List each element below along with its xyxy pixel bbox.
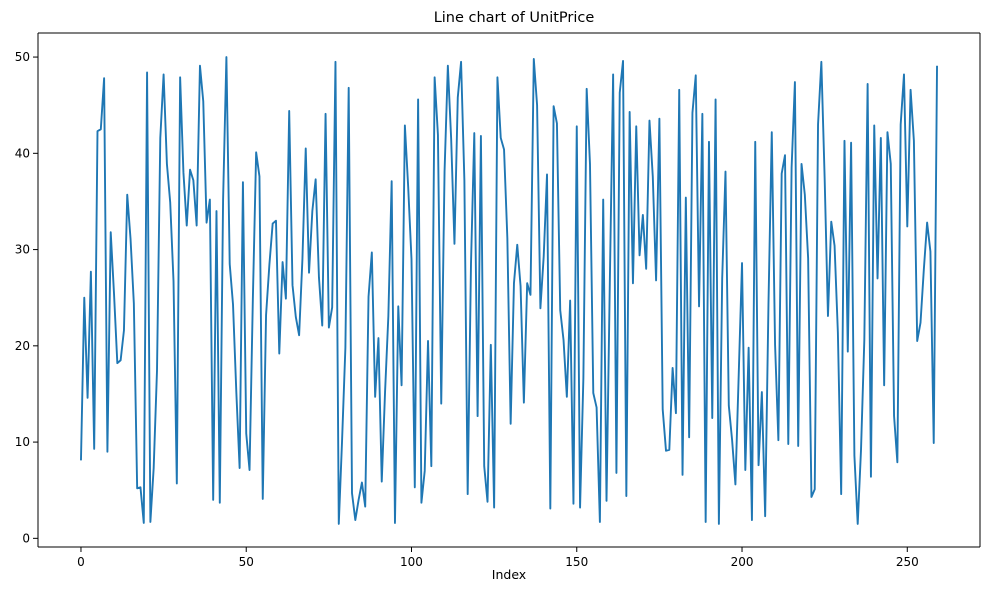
y-tick-label: 30 bbox=[15, 243, 30, 257]
x-tick-label: 150 bbox=[565, 555, 588, 569]
x-tick-label: 100 bbox=[400, 555, 423, 569]
x-tick-label: 250 bbox=[896, 555, 919, 569]
y-tick-label: 0 bbox=[22, 531, 30, 545]
x-tick-label: 50 bbox=[239, 555, 254, 569]
axis-ticks: 0 50 100 150 200 250 0 10 20 30 40 50 bbox=[15, 50, 919, 569]
y-tick-label: 40 bbox=[15, 146, 30, 160]
y-tick-label: 50 bbox=[15, 50, 30, 64]
y-tick-label: 20 bbox=[15, 339, 30, 353]
chart-title: Line chart of UnitPrice bbox=[434, 10, 595, 26]
series-line-0 bbox=[80, 56, 938, 525]
x-tick-label: 0 bbox=[77, 555, 85, 569]
plot-area bbox=[37, 32, 981, 548]
x-tick-label: 200 bbox=[731, 555, 754, 569]
y-tick-label: 10 bbox=[15, 435, 30, 449]
x-axis-label: Index bbox=[492, 567, 526, 582]
